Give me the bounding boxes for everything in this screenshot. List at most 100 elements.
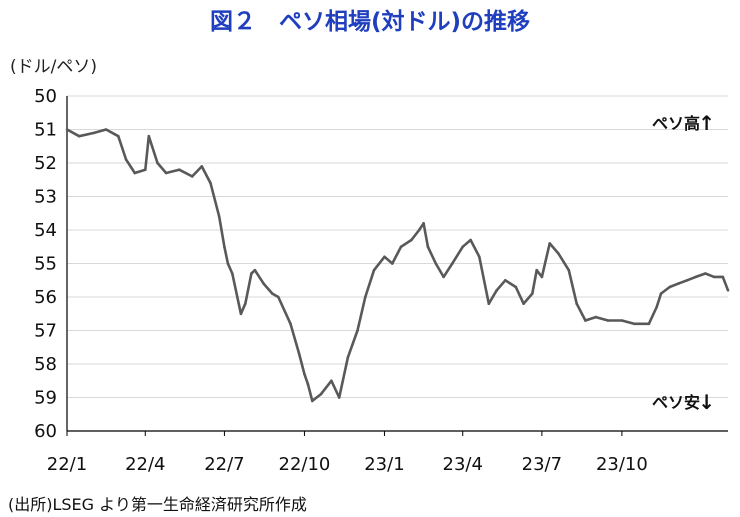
data-point xyxy=(694,275,698,279)
data-point xyxy=(704,272,707,275)
data-point xyxy=(217,215,221,218)
data-point xyxy=(92,131,96,135)
data-point xyxy=(223,245,226,249)
data-point xyxy=(504,279,507,282)
data-point xyxy=(244,302,247,306)
data-point xyxy=(655,305,658,309)
gridlines xyxy=(67,95,728,432)
data-point xyxy=(337,396,341,399)
data-point xyxy=(434,262,438,265)
data-point xyxy=(133,171,137,175)
x-tick-label: 22/4 xyxy=(125,454,165,475)
data-point xyxy=(372,268,376,272)
data-point xyxy=(253,268,257,272)
data-point xyxy=(487,302,491,306)
data-point xyxy=(239,312,243,316)
data-point xyxy=(391,262,394,265)
data-point xyxy=(548,242,551,245)
data-point xyxy=(584,319,587,322)
x-tick-label: 23/1 xyxy=(364,454,404,475)
data-point xyxy=(531,292,534,295)
annotation-label: ペソ安 xyxy=(652,393,700,412)
data-point xyxy=(410,238,413,242)
y-axis-ticks: 50 51 52 53 54 55 56 57 58 59 60 xyxy=(34,86,57,442)
annotations: ペソ高↑ ペソ安↓ xyxy=(652,111,715,414)
data-point xyxy=(632,322,636,326)
data-point xyxy=(442,275,445,279)
data-point xyxy=(495,289,499,292)
data-point xyxy=(514,285,518,289)
data-point xyxy=(668,285,671,289)
data-point xyxy=(164,171,168,175)
y-axis-unit-label: (ドル/ペソ) xyxy=(10,57,97,77)
data-point xyxy=(271,292,274,295)
data-point xyxy=(557,252,560,255)
data-point xyxy=(451,262,454,265)
data-point xyxy=(262,282,265,285)
y-tick-label: 50 xyxy=(34,86,57,107)
data-point xyxy=(124,158,128,161)
y-tick-label: 60 xyxy=(34,421,57,442)
y-tick-label: 58 xyxy=(34,354,57,375)
data-point xyxy=(461,245,465,249)
data-point xyxy=(677,282,680,285)
data-point xyxy=(356,329,359,332)
y-tick-label: 57 xyxy=(34,321,57,342)
data-point xyxy=(478,255,481,259)
data-point xyxy=(209,181,212,185)
data-point xyxy=(289,322,292,326)
annotation-label: ペソ高 xyxy=(652,114,700,133)
x-tick-label: 23/7 xyxy=(522,454,562,475)
data-point xyxy=(647,322,651,326)
chart-title: 図２ ペソ相場(対ドル)の推移 xyxy=(209,9,531,35)
data-point xyxy=(311,399,314,403)
data-point xyxy=(156,161,159,165)
y-tick-label: 53 xyxy=(34,187,57,208)
data-point xyxy=(303,372,306,376)
x-tick-label: 22/7 xyxy=(204,454,244,475)
data-point xyxy=(659,292,663,295)
data-point xyxy=(144,168,147,171)
data-point xyxy=(535,268,538,272)
y-tick-label: 52 xyxy=(34,153,57,174)
data-point xyxy=(422,222,425,225)
data-point xyxy=(147,134,151,138)
axes xyxy=(66,96,728,432)
series-line-0 xyxy=(66,128,730,403)
data-point xyxy=(226,262,230,265)
data-point xyxy=(117,134,120,138)
arrow-down-icon: ↓ xyxy=(698,390,715,414)
x-tick-label: 23/10 xyxy=(596,454,648,475)
y-tick-label: 56 xyxy=(34,287,57,308)
data-point xyxy=(330,379,333,383)
x-tick-label: 23/4 xyxy=(443,454,483,475)
arrow-up-icon: ↑ xyxy=(698,111,715,135)
x-tick-label: 22/10 xyxy=(279,454,331,475)
data-point xyxy=(712,275,716,279)
x-axis-ticks: 22/1 22/4 22/7 22/10 23/1 23/4 23/7 23/10 xyxy=(47,431,648,475)
data-point xyxy=(540,275,544,279)
data-point xyxy=(306,382,310,386)
data-point xyxy=(606,319,610,322)
data-point xyxy=(250,272,253,275)
data-point xyxy=(721,275,725,279)
data-point xyxy=(575,302,578,306)
source-note: (出所)LSEG より第一生命経済研究所作成 xyxy=(8,495,307,514)
data-point xyxy=(726,289,730,292)
data-point xyxy=(177,168,181,171)
data-point xyxy=(200,165,204,168)
series-layer xyxy=(65,128,730,403)
data-point xyxy=(277,295,280,299)
data-point xyxy=(364,295,367,299)
data-point xyxy=(685,279,689,282)
data-point xyxy=(426,245,430,249)
data-point xyxy=(417,228,421,232)
data-point xyxy=(620,319,624,322)
data-point xyxy=(346,356,350,359)
data-point xyxy=(383,255,386,259)
data-point xyxy=(469,238,472,242)
data-point xyxy=(104,128,108,131)
x-tick-label: 22/1 xyxy=(47,454,87,475)
data-point xyxy=(399,245,403,249)
